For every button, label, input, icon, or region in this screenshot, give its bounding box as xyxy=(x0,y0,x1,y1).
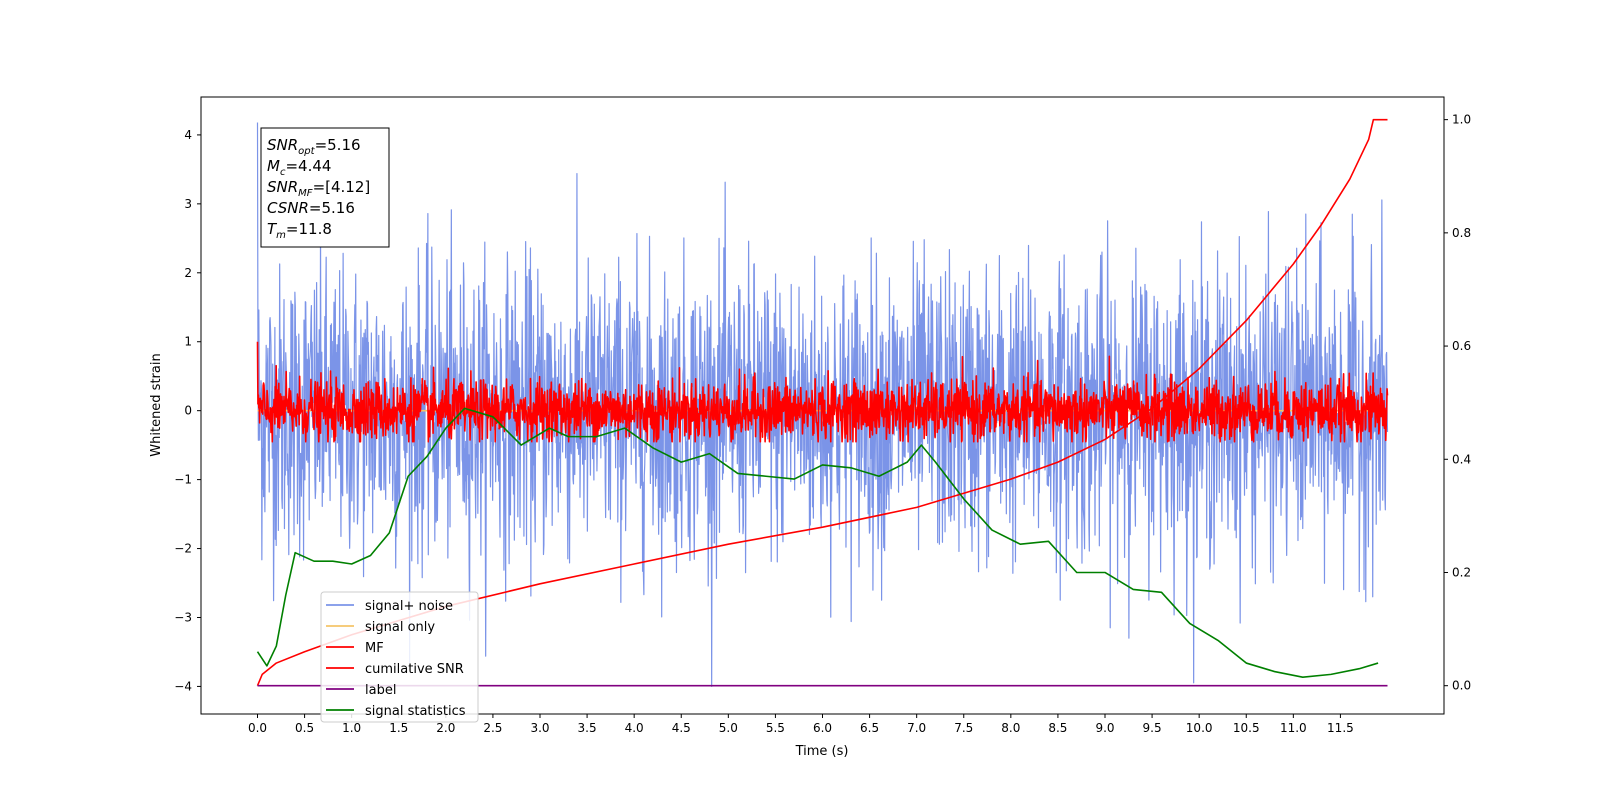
legend-frame xyxy=(320,591,479,723)
y-tick-label-3: 1 xyxy=(184,335,192,349)
x-tick-label-16: 8.0 xyxy=(1001,721,1020,735)
annotation-frame xyxy=(260,127,390,248)
legend-label-1: signal only xyxy=(365,620,435,635)
legend-label-4: label xyxy=(365,683,396,698)
y2-tick-label-2: 0.6 xyxy=(1452,339,1471,353)
y2-tick-label-4: 0.2 xyxy=(1452,565,1471,579)
y-tick-label-8: −4 xyxy=(174,679,192,693)
legend-label-3: cumilative SNR xyxy=(365,662,464,677)
x-tick-label-10: 5.0 xyxy=(719,721,738,735)
x-tick-label-6: 3.0 xyxy=(530,721,549,735)
axes-layer: 0.0 0.5 1.0 1.5 2.0 2.5 3.0 3.5 4.0 4.5 5.0 5.5 6.0 6… xyxy=(174,113,1471,735)
x-tick-label-9: 4.5 xyxy=(672,721,691,735)
annotation-line-0: SNRopt=5.16 xyxy=(267,136,361,157)
x-tick-label-18: 9.0 xyxy=(1095,721,1114,735)
annotation-line-3: CSNR=5.16 xyxy=(267,199,355,217)
y-tick-label-6: −2 xyxy=(174,542,192,556)
x-tick-label-4: 2.0 xyxy=(436,721,455,735)
x-tick-label-14: 7.0 xyxy=(907,721,926,735)
x-tick-label-8: 4.0 xyxy=(625,721,644,735)
y-tick-label-5: −1 xyxy=(174,473,192,487)
x-tick-label-7: 3.5 xyxy=(578,721,597,735)
x-tick-label-12: 6.0 xyxy=(813,721,832,735)
y2-tick-label-0: 1.0 xyxy=(1452,113,1471,127)
annotation-line-2: SNRMF=[4.12] xyxy=(267,178,370,199)
x-tick-label-19: 9.5 xyxy=(1143,721,1162,735)
y2-tick-label-5: 0.0 xyxy=(1452,679,1471,693)
y-tick-label-7: −3 xyxy=(174,610,192,624)
x-tick-label-2: 1.0 xyxy=(342,721,361,735)
series-line-2 xyxy=(256,341,1389,443)
x-tick-label-1: 0.5 xyxy=(295,721,314,735)
x-tick-label-23: 11.5 xyxy=(1327,721,1354,735)
x-tick-label-15: 7.5 xyxy=(954,721,973,735)
y-tick-label-1: 3 xyxy=(184,197,192,211)
y-tick-label-0: 4 xyxy=(184,128,192,142)
x-tick-label-5: 2.5 xyxy=(483,721,502,735)
y2-tick-label-3: 0.4 xyxy=(1452,452,1471,466)
y-tick-label-2: 2 xyxy=(184,266,192,280)
x-tick-label-22: 11.0 xyxy=(1280,721,1307,735)
legend-label-5: signal statistics xyxy=(365,704,466,719)
y-tick-label-4: 0 xyxy=(184,404,192,418)
legend-label-2: MF xyxy=(365,641,384,656)
x-tick-label-20: 10.0 xyxy=(1186,721,1213,735)
x-tick-label-11: 5.5 xyxy=(766,721,785,735)
series-line-5 xyxy=(256,407,1379,679)
x-tick-label-13: 6.5 xyxy=(860,721,879,735)
legend-label-0: signal+ noise xyxy=(365,599,453,614)
annotation-line-1: Mc=4.44 xyxy=(267,157,331,178)
x-axis-label: Time (s) xyxy=(795,744,849,759)
legend: signal+ noise signal only MF cumilative SNR… xyxy=(320,591,479,723)
y2-tick-label-1: 0.8 xyxy=(1452,226,1471,240)
x-tick-label-0: 0.0 xyxy=(248,721,267,735)
annotation-line-4: Tm=11.8 xyxy=(267,220,332,241)
x-tick-label-3: 1.5 xyxy=(389,721,408,735)
y-axis-label: Whitened strain xyxy=(149,353,164,456)
x-tick-label-17: 8.5 xyxy=(1048,721,1067,735)
x-tick-label-21: 10.5 xyxy=(1233,721,1260,735)
